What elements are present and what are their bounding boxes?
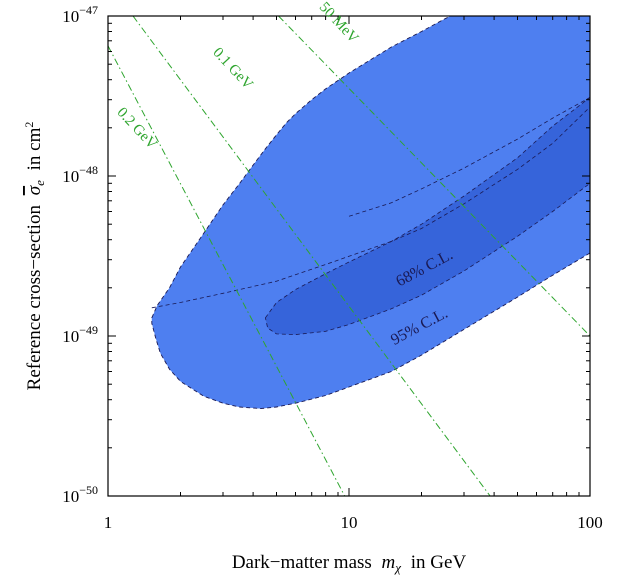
x-tick-label: 10 (341, 513, 358, 532)
mass-line-2 (132, 16, 491, 496)
plot-area (108, 16, 590, 496)
y-tick-label: 10−50 (62, 483, 98, 506)
x-axis-unit: in GeV (411, 552, 467, 573)
y-tick-label: 10−47 (62, 3, 98, 26)
mass-line-3 (278, 16, 590, 337)
x-axis-symbol: m (382, 552, 396, 573)
x-axis-title: Dark−matter mass mχ in GeV (232, 552, 467, 577)
dashed-contour-2 (348, 97, 590, 217)
mass-line-label: 0.1 GeV (209, 45, 255, 93)
region-68-cl (264, 96, 590, 336)
y-axis-unit-sup: 2 (22, 122, 36, 128)
y-axis-symbol: σ (24, 185, 45, 195)
tick-labels: 1 10 100 10−50 10−49 10−48 10−47 (62, 3, 603, 532)
dashed-contour-1 (151, 106, 590, 309)
y-axis-unit: in cm (24, 127, 45, 170)
y-axis-title-text: Reference cross−section (24, 205, 45, 391)
dashed-contours (151, 97, 590, 309)
y-tick-label: 10−48 (62, 163, 98, 186)
mass-line-label: 0.2 GeV (114, 105, 160, 153)
x-tick-label: 1 (104, 513, 113, 532)
x-axis-symbol-sub: χ (393, 560, 401, 575)
mass-line-1 (108, 45, 346, 496)
mass-lines (108, 16, 590, 496)
axis-ticks (108, 16, 590, 496)
x-axis-title-text: Dark−matter mass (232, 552, 372, 573)
y-axis-title: Reference cross−section σe in cm2 (22, 122, 49, 391)
y-axis-symbol-sub: e (32, 180, 47, 186)
x-tick-label: 100 (577, 513, 603, 532)
y-tick-label: 10−49 (62, 323, 98, 346)
mass-line-label: 50 MeV (316, 0, 362, 47)
